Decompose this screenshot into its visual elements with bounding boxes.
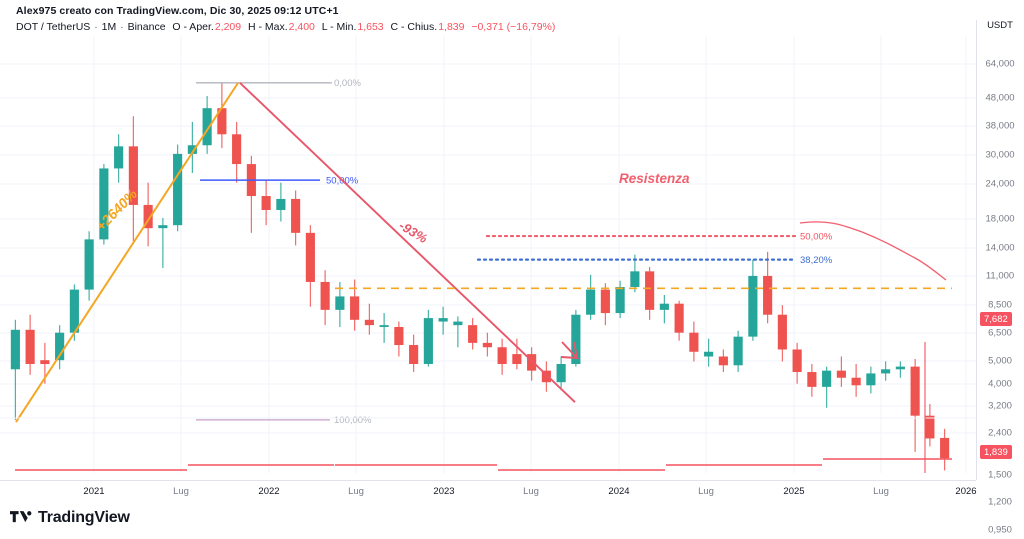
tradingview-mark-icon — [10, 510, 32, 522]
symbol-sep-2: · — [120, 21, 124, 33]
ohlc-close-value: 1,839 — [438, 21, 465, 33]
price-tick: 6,500 — [988, 327, 1012, 339]
downtrend-loss-label: -93% — [396, 218, 430, 247]
price-tick: 0,950 — [988, 524, 1012, 536]
drawing-overlays: 0,00%100,00%50,00%+2640%-93%Resistenza50… — [15, 78, 952, 426]
symbol-sep-1: · — [94, 21, 98, 33]
price-tick: 8,500 — [988, 299, 1012, 311]
tradingview-logo: TradingView — [10, 509, 130, 527]
chart-plot-area[interactable]: 0,00%100,00%50,00%+2640%-93%Resistenza50… — [0, 36, 976, 473]
price-scale[interactable]: USDT 64,000 48,000 38,000 30,000 24,000 18,00… — [976, 20, 1024, 536]
price-tick: 1,500 — [988, 469, 1012, 481]
time-tick: Lug — [873, 486, 889, 497]
resistance-pct-lower: 38,20% — [800, 255, 833, 266]
price-tick: 3,200 — [988, 400, 1012, 412]
time-tick: 2025 — [783, 486, 805, 497]
price-tick: 4,000 — [988, 378, 1012, 390]
ohlc-close-label: C - Chius. — [390, 21, 438, 33]
time-tick: Lug — [173, 486, 189, 497]
fib-label-100: 100,00% — [334, 415, 372, 426]
time-scale[interactable]: 2021 Lug 2022 Lug 2023 Lug 2024 Lug 2025 Lug 2026 — [0, 480, 977, 504]
price-tick: 24,000 — [985, 178, 1015, 190]
fib-label-0: 0,00% — [334, 78, 361, 89]
symbol-exchange: Binance — [127, 21, 166, 33]
time-tick: Lug — [698, 486, 714, 497]
time-tick: 2023 — [433, 486, 455, 497]
price-tick: 18,000 — [985, 213, 1015, 225]
time-tick: 2022 — [258, 486, 280, 497]
time-tick: 2021 — [83, 486, 105, 497]
time-tick: 2026 — [955, 486, 977, 497]
ohlc-open-label: O - Aper. — [172, 21, 214, 33]
ohlc-change: −0,371 (−16,79%) — [471, 21, 556, 33]
candlestick-canvas: 0,00%100,00%50,00%+2640%-93%Resistenza50… — [0, 36, 976, 473]
symbol-interval[interactable]: 1M — [101, 21, 117, 33]
price-scale-unit: USDT — [987, 20, 1013, 31]
symbol-info-bar: DOT / TetherUS · 1M · Binance O - Aper.2… — [16, 21, 556, 33]
ohlc-open-value: 2,209 — [214, 21, 242, 33]
price-badge: 7,682 — [980, 312, 1012, 326]
price-tick: 1,200 — [988, 496, 1012, 508]
price-tick: 38,000 — [985, 120, 1015, 132]
volume-markers: AAAAAAA — [0, 342, 976, 473]
ohlc-low-label: L - Min. — [321, 21, 357, 33]
price-tick: 11,000 — [985, 270, 1015, 282]
candle-series — [10, 82, 950, 471]
resistance-label: Resistenza — [619, 171, 690, 186]
price-tick: 48,000 — [985, 92, 1015, 104]
chart-credit-line: Alex975 creato con TradingView.com, Dic … — [16, 5, 339, 17]
price-badge: 1,839 — [980, 445, 1012, 459]
time-tick: 2024 — [608, 486, 630, 497]
time-tick: Lug — [348, 486, 364, 497]
price-tick: 14,000 — [985, 242, 1015, 254]
ohlc-high-value: 2,400 — [288, 21, 315, 33]
ohlc-high-label: H - Max. — [247, 21, 288, 33]
tradingview-wordmark: TradingView — [38, 509, 130, 526]
symbol-name[interactable]: DOT / TetherUS — [16, 21, 91, 33]
resistance-pct-upper: 50,00% — [800, 232, 833, 243]
price-tick: 30,000 — [985, 149, 1015, 161]
price-tick: 64,000 — [985, 58, 1015, 70]
ohlc-low-value: 1,653 — [357, 21, 384, 33]
price-tick: 5,000 — [988, 355, 1012, 367]
price-tick: 2,400 — [988, 427, 1012, 439]
time-tick: Lug — [523, 486, 539, 497]
